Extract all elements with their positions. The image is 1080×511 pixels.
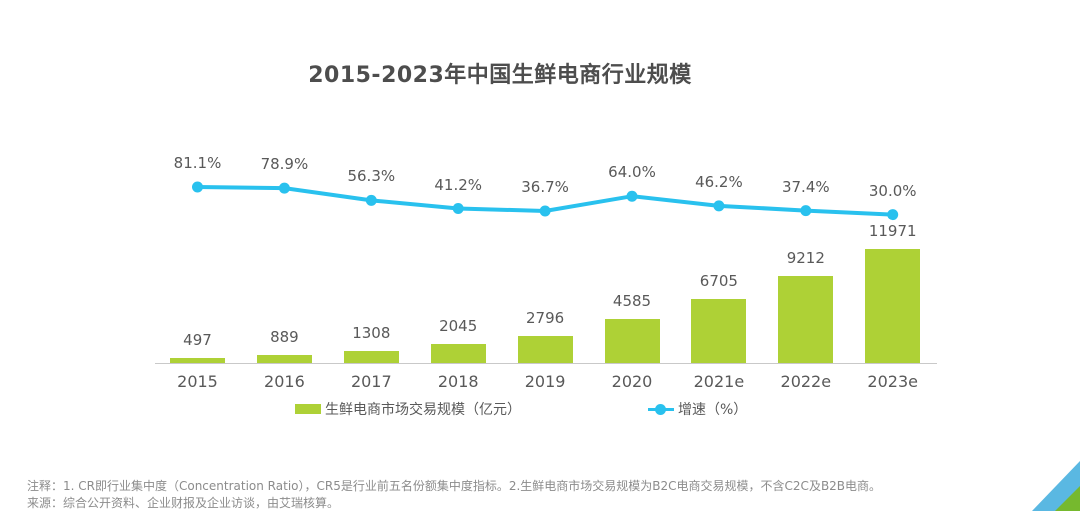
bar-2019 bbox=[517, 336, 573, 363]
line-value-label: 64.0% bbox=[608, 163, 656, 182]
bar-value-label: 6705 bbox=[699, 272, 738, 291]
line-value-label: 30.0% bbox=[868, 181, 917, 200]
bar-2023e bbox=[865, 249, 921, 363]
line-legend-dot-icon bbox=[655, 404, 666, 415]
bar-legend-swatch bbox=[295, 404, 321, 414]
bar-2015 bbox=[170, 358, 225, 363]
line-value-label: 36.7% bbox=[521, 177, 569, 196]
line-legend-label: 增速（%） bbox=[678, 402, 748, 418]
bar-2016 bbox=[256, 354, 312, 363]
footnotes: 注释：1. CR即行业集中度（Concentration Ratio），CR5是… bbox=[27, 478, 1027, 511]
bar-value-label: 1308 bbox=[352, 323, 391, 342]
bar-value-label: 497 bbox=[183, 331, 212, 350]
line-point bbox=[452, 203, 464, 215]
line-point bbox=[713, 200, 725, 212]
x-axis-label: 2016 bbox=[264, 372, 305, 391]
bar-2020 bbox=[604, 319, 660, 363]
chart-title: 2015-2023年中国生鲜电商行业规模 bbox=[308, 63, 692, 88]
x-axis-line bbox=[155, 363, 937, 364]
bar-value-label: 9212 bbox=[786, 248, 825, 267]
line-point bbox=[278, 182, 290, 194]
line-value-label: 81.1% bbox=[173, 153, 222, 172]
x-axis-label: 2019 bbox=[524, 372, 566, 391]
line-point bbox=[539, 205, 551, 217]
corner-green-triangle bbox=[1055, 486, 1080, 511]
bar-2018 bbox=[430, 343, 486, 363]
bar-2022e bbox=[778, 275, 834, 363]
x-axis-label: 2018 bbox=[437, 372, 479, 391]
x-axis-label: 2023e bbox=[867, 372, 918, 391]
line-value-label: 46.2% bbox=[695, 172, 743, 191]
line-point bbox=[887, 209, 899, 221]
line-point bbox=[800, 205, 812, 217]
corner-decoration bbox=[1032, 461, 1080, 511]
line-value-label: 56.3% bbox=[347, 167, 396, 186]
x-axis-label: 2022e bbox=[780, 372, 832, 391]
bar-2017 bbox=[343, 350, 399, 363]
bar-value-label: 4585 bbox=[612, 292, 652, 311]
line-point bbox=[365, 194, 377, 206]
bar-value-label: 2796 bbox=[526, 309, 565, 328]
x-axis-label: 2017 bbox=[350, 372, 392, 391]
line-value-label: 78.9% bbox=[260, 155, 309, 174]
line-point bbox=[626, 190, 638, 202]
x-axis-label: 2021e bbox=[693, 372, 745, 391]
x-axis-label: 2020 bbox=[611, 372, 653, 391]
line-point bbox=[192, 181, 203, 193]
footnote-note: 注释：1. CR即行业集中度（Concentration Ratio），CR5是… bbox=[27, 479, 882, 493]
line-value-label: 41.2% bbox=[434, 175, 483, 194]
bar-value-label: 2045 bbox=[439, 316, 478, 335]
bar-legend-label: 生鲜电商市场交易规模（亿元） bbox=[325, 402, 521, 418]
bar-value-label: 11971 bbox=[868, 222, 917, 241]
footnote-source: 来源：综合公开资料、企业财报及企业访谈，由艾瑞核算。 bbox=[27, 496, 340, 510]
x-axis-label: 2015 bbox=[177, 372, 218, 391]
line-value-label: 37.4% bbox=[781, 177, 830, 196]
bar-2021e bbox=[691, 299, 747, 363]
bar-value-label: 889 bbox=[270, 327, 299, 346]
